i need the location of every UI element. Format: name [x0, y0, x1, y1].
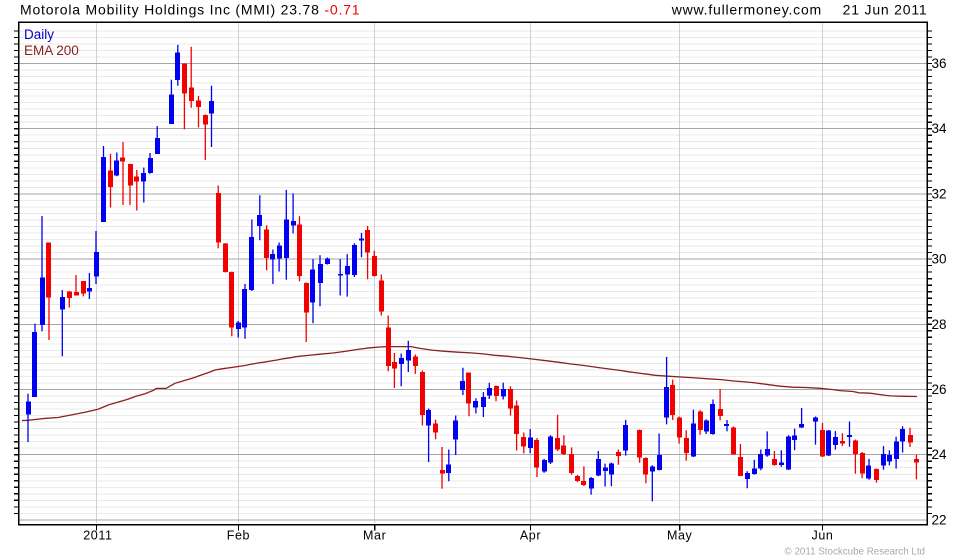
svg-text:Apr: Apr	[520, 529, 541, 543]
svg-text:26: 26	[932, 382, 947, 397]
svg-text:Jun: Jun	[812, 529, 834, 543]
svg-text:22: 22	[932, 512, 947, 527]
svg-text:30: 30	[932, 252, 947, 267]
svg-text:EMA 200: EMA 200	[24, 43, 79, 58]
svg-text:Motorola Mobility Holdings Inc: Motorola Mobility Holdings Inc (MMI) 23.…	[20, 2, 360, 18]
svg-text:21 Jun 2011: 21 Jun 2011	[843, 2, 928, 18]
svg-text:2011: 2011	[83, 529, 112, 543]
svg-text:34: 34	[932, 121, 948, 136]
svg-text:www.fullermoney.com: www.fullermoney.com	[671, 2, 822, 18]
svg-text:May: May	[667, 529, 693, 543]
svg-text:Feb: Feb	[227, 529, 250, 543]
svg-text:© 2011 Stockcube Research Ltd: © 2011 Stockcube Research Ltd	[785, 547, 925, 558]
svg-text:Daily: Daily	[24, 27, 54, 42]
svg-text:Mar: Mar	[363, 529, 386, 543]
svg-text:36: 36	[932, 56, 947, 71]
svg-text:28: 28	[932, 317, 947, 332]
svg-text:24: 24	[932, 447, 948, 462]
svg-text:32: 32	[932, 186, 947, 201]
